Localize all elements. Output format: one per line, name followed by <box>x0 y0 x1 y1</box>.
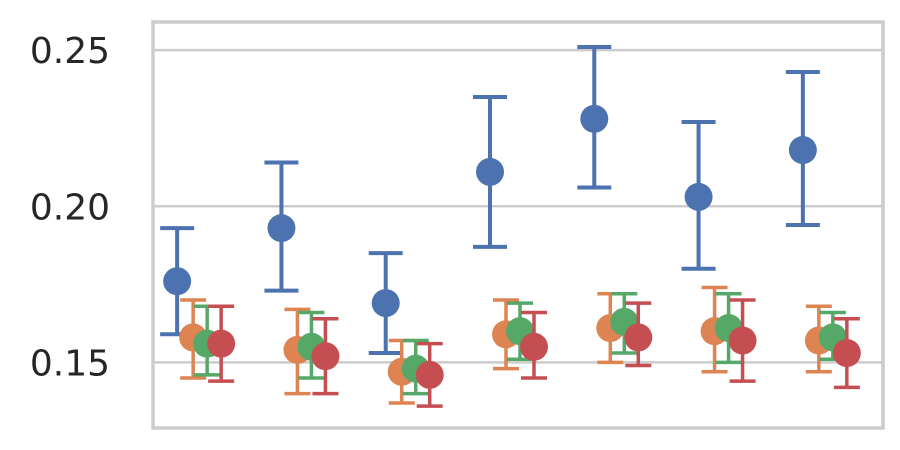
data-point <box>580 104 609 133</box>
y-tick-label: 0.25 <box>30 31 110 72</box>
data-point <box>728 326 757 355</box>
data-point <box>624 323 653 352</box>
data-point <box>267 214 296 243</box>
data-point <box>163 267 192 296</box>
data-point <box>207 329 236 358</box>
grid-lines <box>153 48 883 364</box>
data-point <box>684 182 713 211</box>
plot-frame <box>151 20 885 430</box>
data-marks <box>160 44 861 408</box>
y-tick-label: 0.20 <box>30 187 110 228</box>
data-point <box>371 289 400 318</box>
data-point <box>788 136 817 165</box>
data-point <box>476 157 504 186</box>
series-3 <box>207 298 861 408</box>
data-point <box>832 339 861 368</box>
data-point <box>311 342 340 371</box>
data-point <box>520 332 548 361</box>
y-axis-ticks: 0.15 0.20 0.25 <box>30 31 110 384</box>
data-point <box>415 360 444 389</box>
series-0 <box>160 44 820 356</box>
y-tick-label: 0.15 <box>30 343 110 384</box>
